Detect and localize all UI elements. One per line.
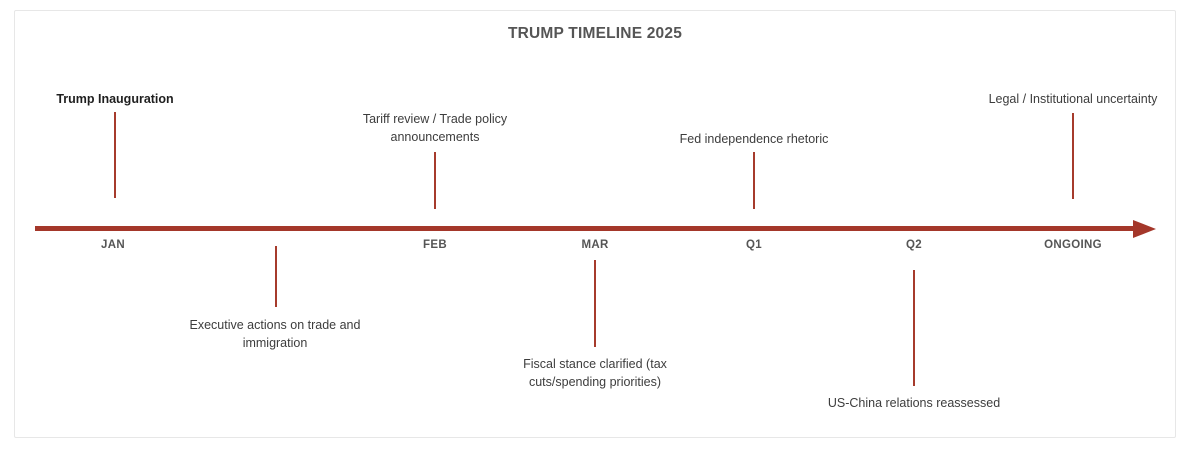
event-label-legal-uncertainty: Legal / Institutional uncertainty (988, 92, 1158, 106)
event-connector-legal-uncertainty (1072, 113, 1074, 199)
event-label-fed-independence: Fed independence rhetoric (679, 132, 829, 146)
arrow-right-icon (1133, 220, 1156, 238)
page-title: TRUMP TIMELINE 2025 (507, 25, 683, 42)
tick-label-feb: FEB (423, 239, 447, 251)
tick-label-q1: Q1 (746, 239, 762, 251)
timeline-axis (35, 226, 1135, 231)
tick-label-q2: Q2 (906, 239, 922, 251)
event-connector-us-china (913, 270, 915, 386)
tick-label-jan: JAN (101, 239, 125, 251)
event-label-fiscal-stance: Fiscal stance clarified (tax cuts/spendi… (523, 357, 667, 389)
event-connector-executive-actions (275, 246, 277, 307)
event-label-trump-inauguration: Trump Inauguration (56, 92, 174, 106)
slide-border (14, 10, 1176, 438)
event-connector-fiscal-stance (594, 260, 596, 347)
event-connector-trump-inauguration (114, 112, 116, 198)
tick-label-mar: MAR (581, 239, 609, 251)
event-label-us-china: US-China relations reassessed (827, 396, 1001, 410)
event-connector-fed-independence (753, 152, 755, 209)
tick-label-ongoing: ONGOING (1044, 239, 1102, 251)
event-connector-tariff-review (434, 152, 436, 209)
event-label-executive-actions: Executive actions on trade and immigrati… (189, 318, 361, 350)
event-label-tariff-review: Tariff review / Trade policy announcemen… (362, 112, 508, 144)
